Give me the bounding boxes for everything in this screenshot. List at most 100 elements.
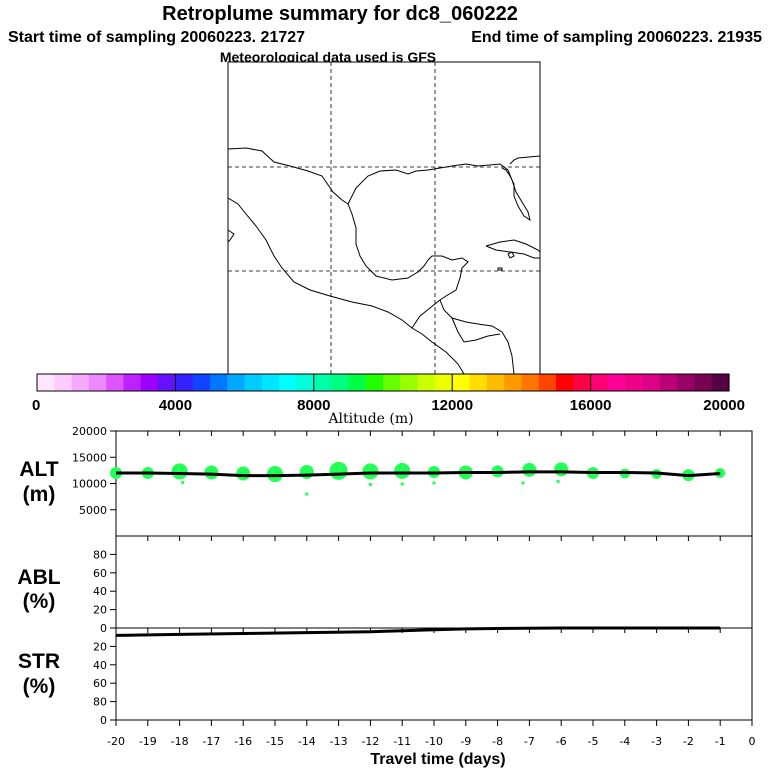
colorbar-segment (694, 374, 713, 391)
end-time-label: End time of sampling 20060223. 21935 (471, 29, 762, 46)
alt-tick-label: 20000 (72, 425, 107, 438)
colorbar-segment (625, 374, 644, 391)
colorbar-segment (123, 374, 142, 391)
x-tick-label: -20 (107, 735, 125, 748)
alt-marker (171, 463, 188, 480)
alt-panel-label: ALT (19, 458, 58, 481)
alt-y-ticks: 5000 10000 15000 20000 (72, 425, 116, 517)
alt-median-line (116, 470, 721, 478)
alt-stray-point (432, 481, 436, 485)
met-data-label: Meteorological data used is GFS (220, 49, 436, 65)
colorbar: 0 4000 8000 12000 16000 20000 Altitude (m) (32, 373, 745, 427)
colorbar-segment (313, 374, 332, 391)
str-y-ticks: 0 80 60 40 20 0 (93, 622, 116, 727)
alt-marker (522, 462, 537, 477)
abl-panel-label: ABL (17, 566, 60, 589)
alt-marker (554, 462, 569, 477)
str-panel: 0 80 60 40 20 0 (93, 622, 721, 727)
str-tick-label: 0 (100, 714, 107, 727)
abl-tick-label: 20 (93, 604, 107, 617)
colorbar-tick-label: 20000 (703, 397, 745, 414)
x-tick-label: -14 (298, 735, 316, 748)
figure-title: Retroplume summary for dc8_060222 (162, 3, 518, 25)
colorbar-segment (71, 374, 90, 391)
alt-stray-point (305, 492, 309, 496)
colorbar-segment (556, 374, 574, 391)
x-tick-label: 0 (749, 735, 756, 748)
alt-tick-label: 10000 (72, 478, 107, 491)
x-tick-label: -11 (393, 735, 411, 748)
colorbar-tick-label: 16000 (570, 397, 612, 414)
colorbar-tick-label: 12000 (431, 397, 473, 414)
alt-stray-points (181, 479, 560, 496)
alt-marker (267, 466, 283, 483)
x-tick-label: -2 (683, 735, 694, 748)
colorbar-dividers (174, 374, 592, 391)
colorbar-segment (642, 374, 661, 391)
colorbar-segment (261, 374, 280, 391)
colorbar-segments (37, 374, 730, 391)
alt-stray-point (368, 483, 372, 487)
x-tick-label: -19 (139, 735, 157, 748)
colorbar-segment (486, 374, 505, 391)
abl-tick-label: 40 (93, 585, 107, 598)
colorbar-segment (469, 374, 488, 391)
colorbar-segment (607, 374, 626, 391)
colorbar-tick-labels: 0 4000 8000 12000 16000 20000 (32, 397, 745, 414)
colorbar-segment (227, 374, 246, 391)
x-tick-label: -18 (171, 735, 189, 748)
x-tick-label: -6 (556, 735, 567, 748)
colorbar-frame (36, 373, 730, 392)
abl-tick-label: 80 (93, 548, 107, 561)
colorbar-tick-label: 4000 (159, 397, 192, 414)
alt-panel-unit: (m) (23, 483, 56, 506)
alt-marker (329, 461, 348, 480)
abl-panel-unit: (%) (23, 590, 56, 613)
start-time-label: Start time of sampling 20060223. 21727 (8, 29, 305, 46)
abl-tick-label: 60 (93, 567, 107, 580)
colorbar-segment (452, 374, 471, 391)
abl-y-ticks: 20 40 60 80 (93, 548, 116, 629)
colorbar-segment (140, 374, 159, 391)
str-tick-label: 20 (93, 640, 107, 653)
colorbar-segment (106, 374, 125, 391)
colorbar-segment (88, 374, 107, 391)
colorbar-segment (417, 374, 436, 391)
map-panel (227, 61, 541, 375)
alt-stray-point (181, 480, 185, 484)
colorbar-segment (383, 374, 401, 391)
str-tick-label: 40 (93, 659, 107, 672)
alt-marker (715, 468, 726, 478)
colorbar-segment (54, 374, 73, 391)
colorbar-segment (279, 374, 298, 391)
colorbar-segment (158, 374, 176, 391)
x-axis-ticks: -20 -19 -18 -17 -16 -15 -14 -13 -12 -11 -10 -9 -8 -7-… (107, 431, 756, 748)
colorbar-segment (244, 374, 263, 391)
alt-stray-point (400, 482, 404, 486)
colorbar-segment (504, 374, 522, 391)
str-tick-label: 80 (93, 696, 107, 709)
x-axis-label: Travel time (days) (370, 751, 505, 768)
x-tick-label: -4 (619, 735, 630, 748)
colorbar-segment (521, 374, 540, 391)
x-tick-label: -3 (651, 735, 662, 748)
alt-marker (299, 464, 314, 479)
colorbar-segment (210, 374, 228, 391)
alt-stray-point (521, 481, 525, 485)
x-tick-label: -8 (492, 735, 503, 748)
colorbar-segment (348, 374, 367, 391)
colorbar-label: Altitude (m) (327, 411, 413, 427)
x-tick-label: -10 (425, 735, 443, 748)
alt-tick-label: 15000 (72, 451, 107, 464)
alt-panel: 5000 10000 15000 20000 (72, 425, 726, 517)
alt-marker (204, 465, 219, 480)
x-tick-label: -13 (330, 735, 348, 748)
alt-tick-label: 5000 (79, 504, 107, 517)
abl-panel: 20 40 60 80 (93, 548, 116, 629)
colorbar-segment (538, 374, 557, 391)
alt-marker (362, 463, 379, 480)
colorbar-segment (175, 374, 194, 391)
alt-stray-point (556, 479, 560, 483)
map-frame (227, 61, 541, 375)
